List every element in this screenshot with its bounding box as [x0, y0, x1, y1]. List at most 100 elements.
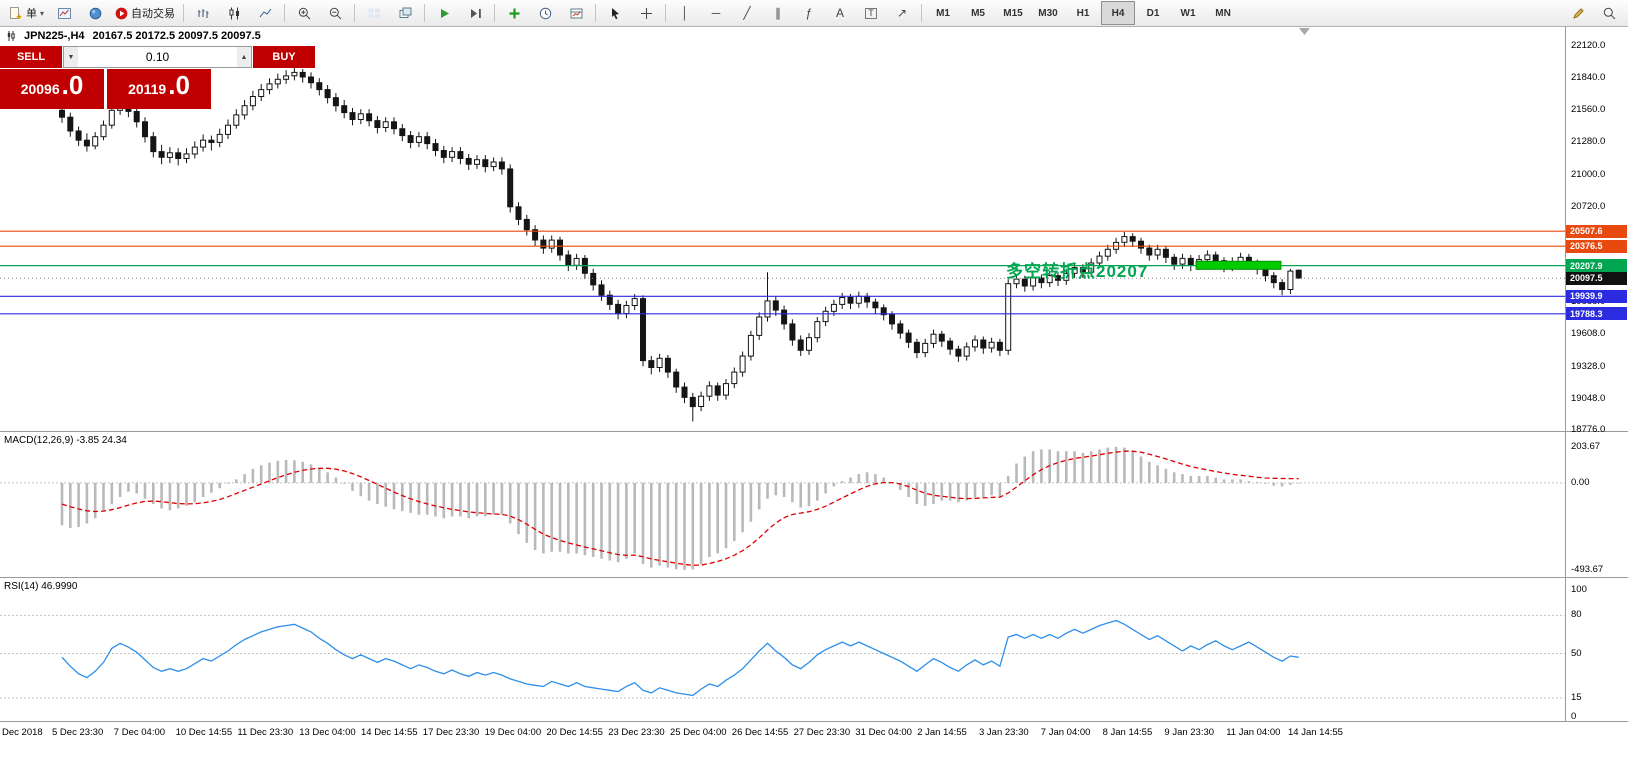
toolbar-separator: [665, 4, 667, 22]
chart-title-icon: [7, 31, 15, 41]
line-chart-icon: [259, 8, 271, 17]
timeframe-w1-button[interactable]: W1: [1180, 7, 1196, 19]
profiles-icon: [89, 7, 101, 19]
timeframe-m1-button[interactable]: M1: [936, 7, 950, 19]
profiles-button[interactable]: [80, 1, 110, 25]
sell-price-main: 20096: [20, 81, 60, 97]
pencil-icon: [1572, 7, 1584, 19]
rsi-line: [61, 619, 1299, 697]
timeframe-m30-button[interactable]: M30: [1038, 7, 1058, 19]
chart-shift-marker: [1299, 28, 1310, 35]
zoom-in-icon: [298, 7, 310, 19]
search-icon: [1603, 7, 1615, 19]
zoom-in-button[interactable]: [289, 1, 319, 25]
vertical-line-button[interactable]: │: [670, 1, 700, 25]
horizontal-line-button[interactable]: ─: [701, 1, 731, 25]
bar-chart-button[interactable]: [188, 1, 218, 25]
cascade-windows-icon: [399, 7, 412, 18]
auto-scroll-button[interactable]: [429, 1, 459, 25]
candlestick-series: [59, 66, 1302, 422]
zoom-out-button[interactable]: [320, 1, 350, 25]
arrows-button[interactable]: ↗: [887, 1, 917, 25]
text-label-button[interactable]: T: [856, 1, 886, 25]
timeframe-h4-button[interactable]: H4: [1101, 1, 1136, 25]
timeframe-group: M1 M5 M15 M30 H1 H4 D1 W1 MN: [926, 1, 1240, 25]
new-chart-button[interactable]: [49, 1, 79, 25]
toolbar-separator: [424, 4, 426, 22]
buy-price-fraction: .0: [168, 70, 190, 100]
clock-icon: [539, 7, 551, 19]
line-chart-button[interactable]: [250, 1, 280, 25]
autotrading-button[interactable]: 自动交易: [111, 1, 179, 25]
templates-icon: [570, 8, 583, 18]
text-button[interactable]: A: [825, 1, 855, 25]
sell-button[interactable]: SELL: [0, 46, 62, 68]
templates-button[interactable]: [561, 1, 591, 25]
cursor-button[interactable]: [600, 1, 630, 25]
macd-indicator-label: MACD(12,26,9) -3.85 24.34: [4, 435, 127, 446]
highlight-rectangle[interactable]: [1195, 260, 1282, 270]
autotrading-icon: [115, 7, 128, 19]
buy-price-main: 20119: [128, 81, 167, 97]
text-icon: A: [836, 6, 845, 20]
toolbar-separator: [494, 4, 496, 22]
rsi-indicator-label: RSI(14) 46.9990: [4, 581, 78, 592]
indicators-plus-icon: [509, 8, 520, 18]
buy-price-button[interactable]: 20119 .0: [107, 69, 211, 109]
bar-chart-icon: [198, 8, 209, 18]
fibonacci-icon: ƒ: [805, 6, 813, 20]
horizontal-line-icon: ─: [711, 6, 721, 20]
chart-ohlc-values: 20167.5 20172.5 20097.5 20097.5: [92, 30, 261, 42]
trendline-button[interactable]: ╱: [732, 1, 762, 25]
new-order-button[interactable]: 单 ▾: [4, 1, 48, 25]
dropdown-caret-icon: ▾: [40, 8, 45, 18]
new-order-icon: [10, 6, 22, 19]
channel-button[interactable]: ∥: [763, 1, 793, 25]
volume-down-button[interactable]: ▼: [64, 47, 78, 67]
chart-title: JPN225-,H4 20167.5 20172.5 20097.5 20097…: [6, 30, 261, 42]
zoom-out-icon: [329, 7, 341, 19]
toolbar-separator: [183, 4, 185, 22]
macd-histogram: [60, 446, 1300, 570]
one-click-trading-panel: SELL ▼ ▲ BUY 20096 .0 20119 .0: [0, 46, 315, 109]
candlestick-chart-button[interactable]: [219, 1, 249, 25]
cursor-arrow-icon: [611, 7, 619, 19]
channel-icon: ∥: [775, 6, 782, 20]
fibonacci-button[interactable]: ƒ: [794, 1, 824, 25]
text-label-icon: T: [865, 7, 877, 19]
sell-price-fraction: .0: [61, 70, 84, 100]
timeframe-d1-button[interactable]: D1: [1146, 7, 1160, 19]
buy-button[interactable]: BUY: [253, 46, 315, 68]
volume-input[interactable]: [78, 47, 237, 67]
edit-button[interactable]: [1563, 1, 1593, 25]
annotation-text[interactable]: 多空转折点20207: [1006, 262, 1149, 281]
tile-windows-button[interactable]: [359, 1, 389, 25]
trendline-icon: ╱: [743, 6, 751, 20]
volume-up-button[interactable]: ▲: [237, 47, 251, 67]
chart-symbol-period: JPN225-,H4: [24, 30, 85, 42]
timeframe-m5-button[interactable]: M5: [971, 7, 985, 19]
indicators-button[interactable]: [499, 1, 529, 25]
chart-window-icon: [57, 7, 71, 19]
toolbar-separator: [354, 4, 356, 22]
macd-signal-line: [61, 450, 1299, 566]
toolbar-separator: [284, 4, 286, 22]
periods-button[interactable]: [530, 1, 560, 25]
autotrading-label: 自动交易: [131, 8, 176, 20]
chart-shift-button[interactable]: [460, 1, 490, 25]
sell-price-button[interactable]: 20096 .0: [0, 69, 104, 109]
crosshair-button[interactable]: [631, 1, 661, 25]
cascade-windows-button[interactable]: [390, 1, 420, 25]
search-button[interactable]: [1594, 1, 1624, 25]
volume-stepper: ▼ ▲: [63, 46, 252, 68]
timeframe-mn-button[interactable]: MN: [1215, 7, 1231, 19]
timeframe-m15-button[interactable]: M15: [1003, 7, 1023, 19]
toolbar-separator: [595, 4, 597, 22]
candlestick-chart-icon: [229, 7, 239, 19]
vertical-line-icon: │: [681, 6, 689, 20]
auto-scroll-icon: [440, 8, 449, 18]
arrow-object-icon: ↗: [896, 6, 908, 20]
timeframe-h1-button[interactable]: H1: [1076, 7, 1090, 19]
